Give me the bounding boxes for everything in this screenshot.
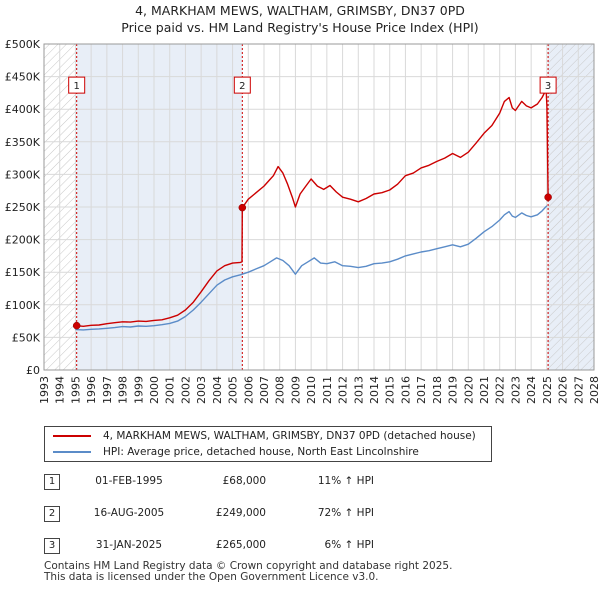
x-tick-label: 1993 <box>38 376 51 404</box>
x-tick-label: 1994 <box>54 376 67 404</box>
sale-number-badge: 2 <box>44 506 60 522</box>
footer: Contains HM Land Registry data © Crown c… <box>44 561 452 583</box>
x-tick-label: 2020 <box>462 376 475 404</box>
x-tick-label: 2019 <box>447 376 460 404</box>
sale-row: 2 16-AUG-2005 £249,000 72% ↑ HPI <box>44 504 564 526</box>
x-tick-label: 2028 <box>588 376 600 404</box>
sale-label-number: 2 <box>239 81 245 92</box>
x-tick-label: 1996 <box>85 376 98 404</box>
price-chart: 1 2 3 1993 1994 1995 1996 1997 1998 1999 2000 2001… <box>5 38 600 404</box>
footer-line2: This data is licensed under the Open Gov… <box>44 571 379 583</box>
y-tick-label: £50K <box>12 331 41 344</box>
x-tick-label: 2003 <box>195 376 208 404</box>
legend-swatch-hpi <box>53 451 91 453</box>
x-tick-label: 2026 <box>557 376 570 404</box>
x-tick-label: 2012 <box>337 376 350 404</box>
legend-label-hpi: HPI: Average price, detached house, Nort… <box>103 446 419 458</box>
sale-date: 16-AUG-2005 <box>93 507 165 519</box>
sale-point <box>544 193 552 201</box>
x-tick-label: 2004 <box>211 376 224 404</box>
sale-hpi-change: 11% ↑ HPI <box>317 475 374 487</box>
plot-frame <box>43 43 595 371</box>
x-tick-label: 2000 <box>148 376 161 404</box>
y-tick-label: £350K <box>5 136 41 149</box>
x-tick-label: 2023 <box>509 376 522 404</box>
x-tick-label: 2001 <box>164 376 177 404</box>
x-tick-label: 2016 <box>399 376 412 404</box>
y-tick-label: £450K <box>5 71 41 84</box>
x-tick-label: 1995 <box>69 376 82 404</box>
x-tick-label: 2015 <box>384 376 397 404</box>
legend-swatch-price <box>53 435 91 437</box>
legend-label-price: 4, MARKHAM MEWS, WALTHAM, GRIMSBY, DN37 … <box>103 430 476 442</box>
x-tick-label: 2011 <box>321 376 334 404</box>
x-tick-label: 2008 <box>274 376 287 404</box>
sale-row: 1 01-FEB-1995 £68,000 11% ↑ HPI <box>44 472 564 494</box>
x-tick-label: 2006 <box>242 376 255 404</box>
sale-label-box <box>539 76 557 94</box>
sale-date: 31-JAN-2025 <box>95 539 163 551</box>
x-tick-label: 2014 <box>368 376 381 404</box>
sale-number-badge: 3 <box>44 538 60 554</box>
legend: 4, MARKHAM MEWS, WALTHAM, GRIMSBY, DN37 … <box>44 426 492 462</box>
x-tick-label: 1998 <box>117 376 130 404</box>
sale-label-box <box>233 76 251 94</box>
y-tick-label: £150K <box>5 266 41 279</box>
y-tick-label: £500K <box>5 38 41 51</box>
sale-label-number: 1 <box>73 81 79 92</box>
chart-title: 4, MARKHAM MEWS, WALTHAM, GRIMSBY, DN37 … <box>0 2 600 36</box>
x-tick-label: 2005 <box>227 376 240 404</box>
chart-title-line2: Price paid vs. HM Land Registry's House … <box>121 20 479 35</box>
chart-title-line1: 4, MARKHAM MEWS, WALTHAM, GRIMSBY, DN37 … <box>135 3 465 18</box>
sale-row: 3 31-JAN-2025 £265,000 6% ↑ HPI <box>44 536 564 558</box>
x-tick-label: 2017 <box>415 376 428 404</box>
sale-label-number: 3 <box>545 81 551 92</box>
sale-hpi-change: 6% ↑ HPI <box>324 539 374 551</box>
sale-price: £68,000 <box>222 475 266 487</box>
y-tick-label: £250K <box>5 201 41 214</box>
x-tick-label: 2018 <box>431 376 444 404</box>
sale-point <box>72 321 81 330</box>
x-tick-label: 2022 <box>494 376 507 404</box>
y-tick-label: £200K <box>5 234 41 247</box>
legend-item-price: 4, MARKHAM MEWS, WALTHAM, GRIMSBY, DN37 … <box>53 429 476 444</box>
footer-line1: Contains HM Land Registry data © Crown c… <box>44 560 453 572</box>
x-tick-label: 1999 <box>132 376 145 404</box>
x-tick-label: 2025 <box>541 376 554 404</box>
x-tick-label: 2009 <box>289 376 302 404</box>
hpi-line <box>75 205 548 331</box>
x-tick-label: 2027 <box>572 376 585 404</box>
y-tick-label: £300K <box>5 168 41 181</box>
x-tick-label: 1997 <box>101 376 114 404</box>
legend-item-hpi: HPI: Average price, detached house, Nort… <box>53 445 419 460</box>
x-tick-label: 2013 <box>352 376 365 404</box>
x-tick-label: 2002 <box>179 376 192 404</box>
x-tick-label: 2010 <box>305 376 318 404</box>
x-tick-label: 2007 <box>258 376 271 404</box>
x-tick-label: 2021 <box>478 376 491 404</box>
sale-price: £249,000 <box>215 507 266 519</box>
sale-label-box <box>68 76 86 94</box>
sale-date: 01-FEB-1995 <box>95 475 163 487</box>
y-tick-label: £0 <box>26 364 40 377</box>
y-tick-label: £100K <box>5 299 41 312</box>
y-tick-label: £400K <box>5 103 41 116</box>
price-paid-line <box>76 88 549 327</box>
sale-hpi-change: 72% ↑ HPI <box>317 507 374 519</box>
sale-number-badge: 1 <box>44 474 60 490</box>
sale-point <box>238 203 247 212</box>
sale-price: £265,000 <box>215 539 266 551</box>
x-tick-label: 2024 <box>525 376 538 404</box>
